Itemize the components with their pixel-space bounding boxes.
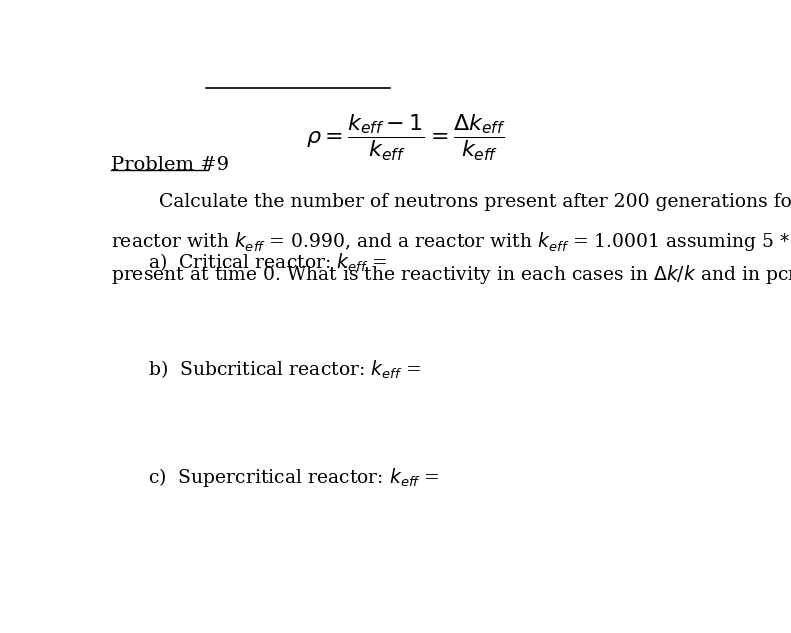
Text: Calculate the number of neutrons present after 200 generations for a critical re: Calculate the number of neutrons present… <box>111 193 791 211</box>
Text: b)  Subcritical reactor: $k_{eff}$ =: b) Subcritical reactor: $k_{eff}$ = <box>148 359 421 381</box>
Text: reactor with $k_{eff}$ = 0.990, and a reactor with $k_{eff}$ = 1.0001 assuming 5: reactor with $k_{eff}$ = 0.990, and a re… <box>111 228 791 260</box>
Text: a)  Critical reactor: $k_{eff}$ =: a) Critical reactor: $k_{eff}$ = <box>148 251 387 273</box>
Text: c)  Supercritical reactor: $k_{eff}$ =: c) Supercritical reactor: $k_{eff}$ = <box>148 466 440 489</box>
Text: present at time 0. What is the reactivity in each cases in $\Delta k/k$ and in p: present at time 0. What is the reactivit… <box>111 263 791 286</box>
Text: $\rho = \dfrac{k_{eff} - 1}{k_{eff}} = \dfrac{\Delta k_{eff}}{k_{eff}}$: $\rho = \dfrac{k_{eff} - 1}{k_{eff}} = \… <box>305 113 505 163</box>
Text: Problem #9: Problem #9 <box>111 156 229 174</box>
